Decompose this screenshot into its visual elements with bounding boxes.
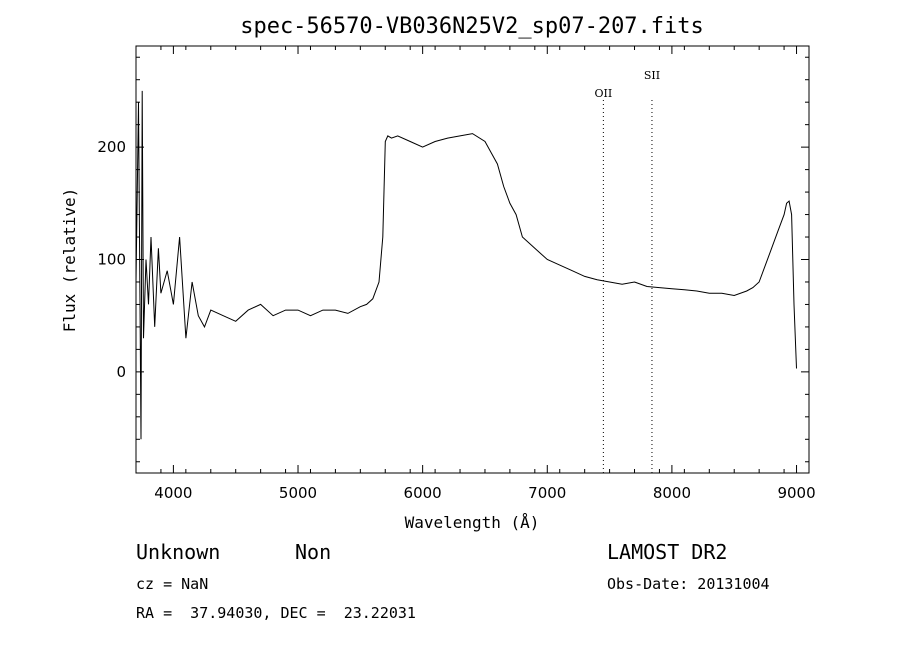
chart-title: spec-56570-VB036N25V2_sp07-207.fits	[240, 14, 704, 39]
axis-ticks: 4000 5000 6000 7000 8000 9000 0 100 200	[97, 46, 816, 502]
y-tick-label: 0	[116, 363, 126, 381]
line-label-sii: SII	[644, 69, 660, 82]
y-tick-label: 100	[97, 251, 126, 269]
line-label-oii: OII	[595, 87, 613, 100]
x-tick-label: 6000	[404, 484, 442, 502]
emission-line-markers: OII SII	[595, 69, 660, 473]
x-tick-label: 9000	[777, 484, 815, 502]
x-tick-label: 4000	[154, 484, 192, 502]
survey-label: LAMOST DR2	[607, 540, 728, 564]
coordinates-text: RA = 37.94030, DEC = 23.22031	[136, 604, 416, 622]
obs-date-text: Obs-Date: 20131004	[607, 575, 770, 593]
x-tick-label: 5000	[279, 484, 317, 502]
redshift-text: cz = NaN	[136, 575, 209, 593]
subclass-label: Non	[295, 540, 332, 564]
plot-frame	[135, 45, 810, 474]
y-tick-label: 200	[97, 138, 126, 156]
x-tick-label: 8000	[653, 484, 691, 502]
class-label: Unknown	[136, 540, 221, 564]
x-tick-label: 7000	[528, 484, 566, 502]
spectrum-line	[135, 90, 797, 440]
y-axis-label: Flux (relative)	[60, 188, 79, 333]
x-axis-label: Wavelength (Å)	[405, 513, 540, 532]
